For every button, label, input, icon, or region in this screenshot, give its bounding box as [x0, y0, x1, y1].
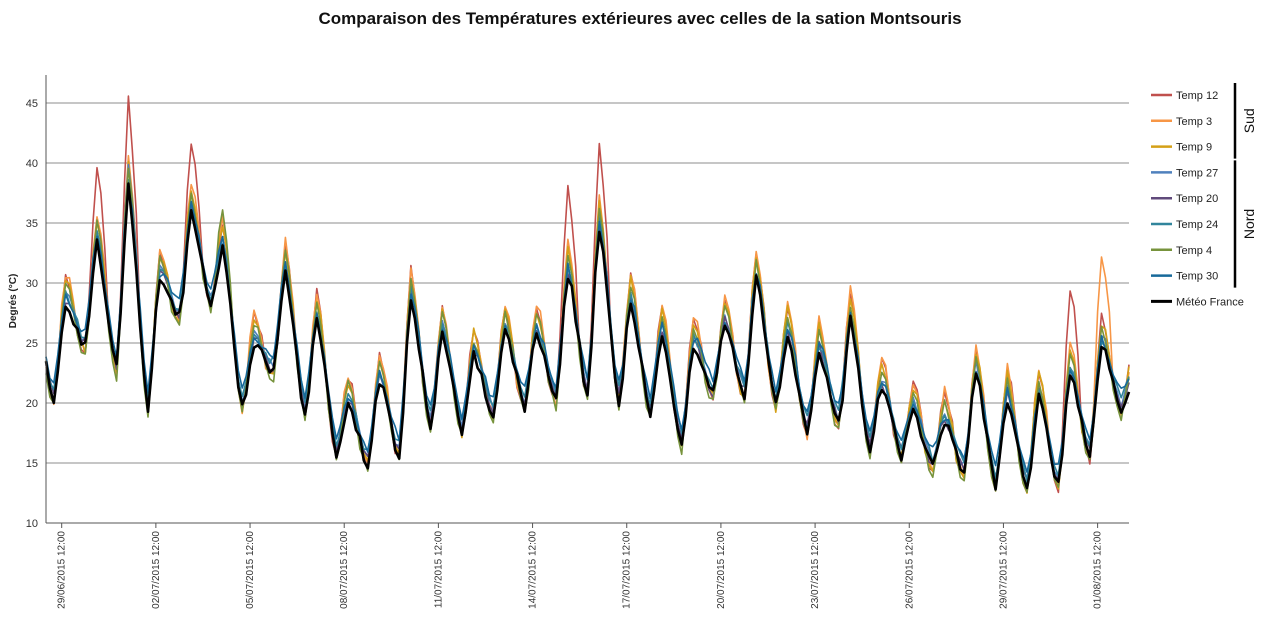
y-tick-label: 40 [26, 158, 38, 170]
x-tick-label: 08/07/2015 12:00 [339, 531, 350, 609]
y-tick-label: 30 [26, 278, 38, 290]
series-line-temp-27 [45, 163, 1130, 486]
x-tick-label: 20/07/2015 12:00 [716, 531, 727, 609]
series-line-meteo-france [44, 182, 1131, 491]
legend-label: Temp 27 [1176, 167, 1218, 179]
legend-label: Temp 30 [1176, 271, 1218, 283]
series-layer [44, 95, 1131, 494]
x-tick-label: 17/07/2015 12:00 [622, 531, 633, 609]
legend-label: Météo France [1176, 296, 1244, 308]
x-tick-label: 29/07/2015 12:00 [998, 531, 1009, 609]
y-tick-label: 15 [26, 458, 38, 470]
chart-title: Comparaison des Températures extérieures… [318, 9, 962, 28]
legend-group-label: Sud [1241, 108, 1257, 133]
legend-label: Temp 9 [1176, 142, 1212, 154]
x-tick-label: 23/07/2015 12:00 [810, 531, 821, 609]
y-tick-label: 20 [26, 398, 38, 410]
series-line-temp-30 [45, 185, 1130, 473]
series-line-temp-24 [45, 178, 1130, 483]
y-tick-label: 35 [26, 218, 38, 230]
legend-group-label: Nord [1241, 209, 1257, 239]
x-tick-label: 02/07/2015 12:00 [151, 531, 162, 609]
y-tick-label: 45 [26, 98, 38, 110]
grid-layer [46, 102, 1129, 464]
x-tick-label: 01/08/2015 12:00 [1093, 531, 1104, 609]
legend-label: Temp 24 [1176, 219, 1218, 231]
y-axis-label: Degrés (°C) [8, 274, 19, 329]
series-line-temp-20 [45, 187, 1130, 481]
x-tick-label: 29/06/2015 12:00 [57, 531, 68, 609]
legend-label: Temp 3 [1176, 116, 1212, 128]
y-tick-label: 25 [26, 338, 38, 350]
x-tick-label: 05/07/2015 12:00 [245, 531, 256, 609]
y-tick-label: 10 [26, 518, 38, 530]
legend-label: Temp 12 [1176, 90, 1218, 102]
legend: Temp 12 Temp 3 Temp 9 Temp 27 Temp 20 Temp 24… [1151, 83, 1257, 308]
axis-layer: 10 15 20 25 30 35 40 45 Degrés (°C) 29/06/2015 12… [8, 75, 1129, 609]
x-tick-label: 26/07/2015 12:00 [904, 531, 915, 609]
legend-label: Temp 4 [1176, 245, 1212, 257]
x-tick-label: 14/07/2015 12:00 [528, 531, 539, 609]
x-tick-label: 11/07/2015 12:00 [433, 531, 444, 609]
legend-label: Temp 20 [1176, 193, 1218, 205]
series-line-temp-4 [45, 167, 1130, 494]
